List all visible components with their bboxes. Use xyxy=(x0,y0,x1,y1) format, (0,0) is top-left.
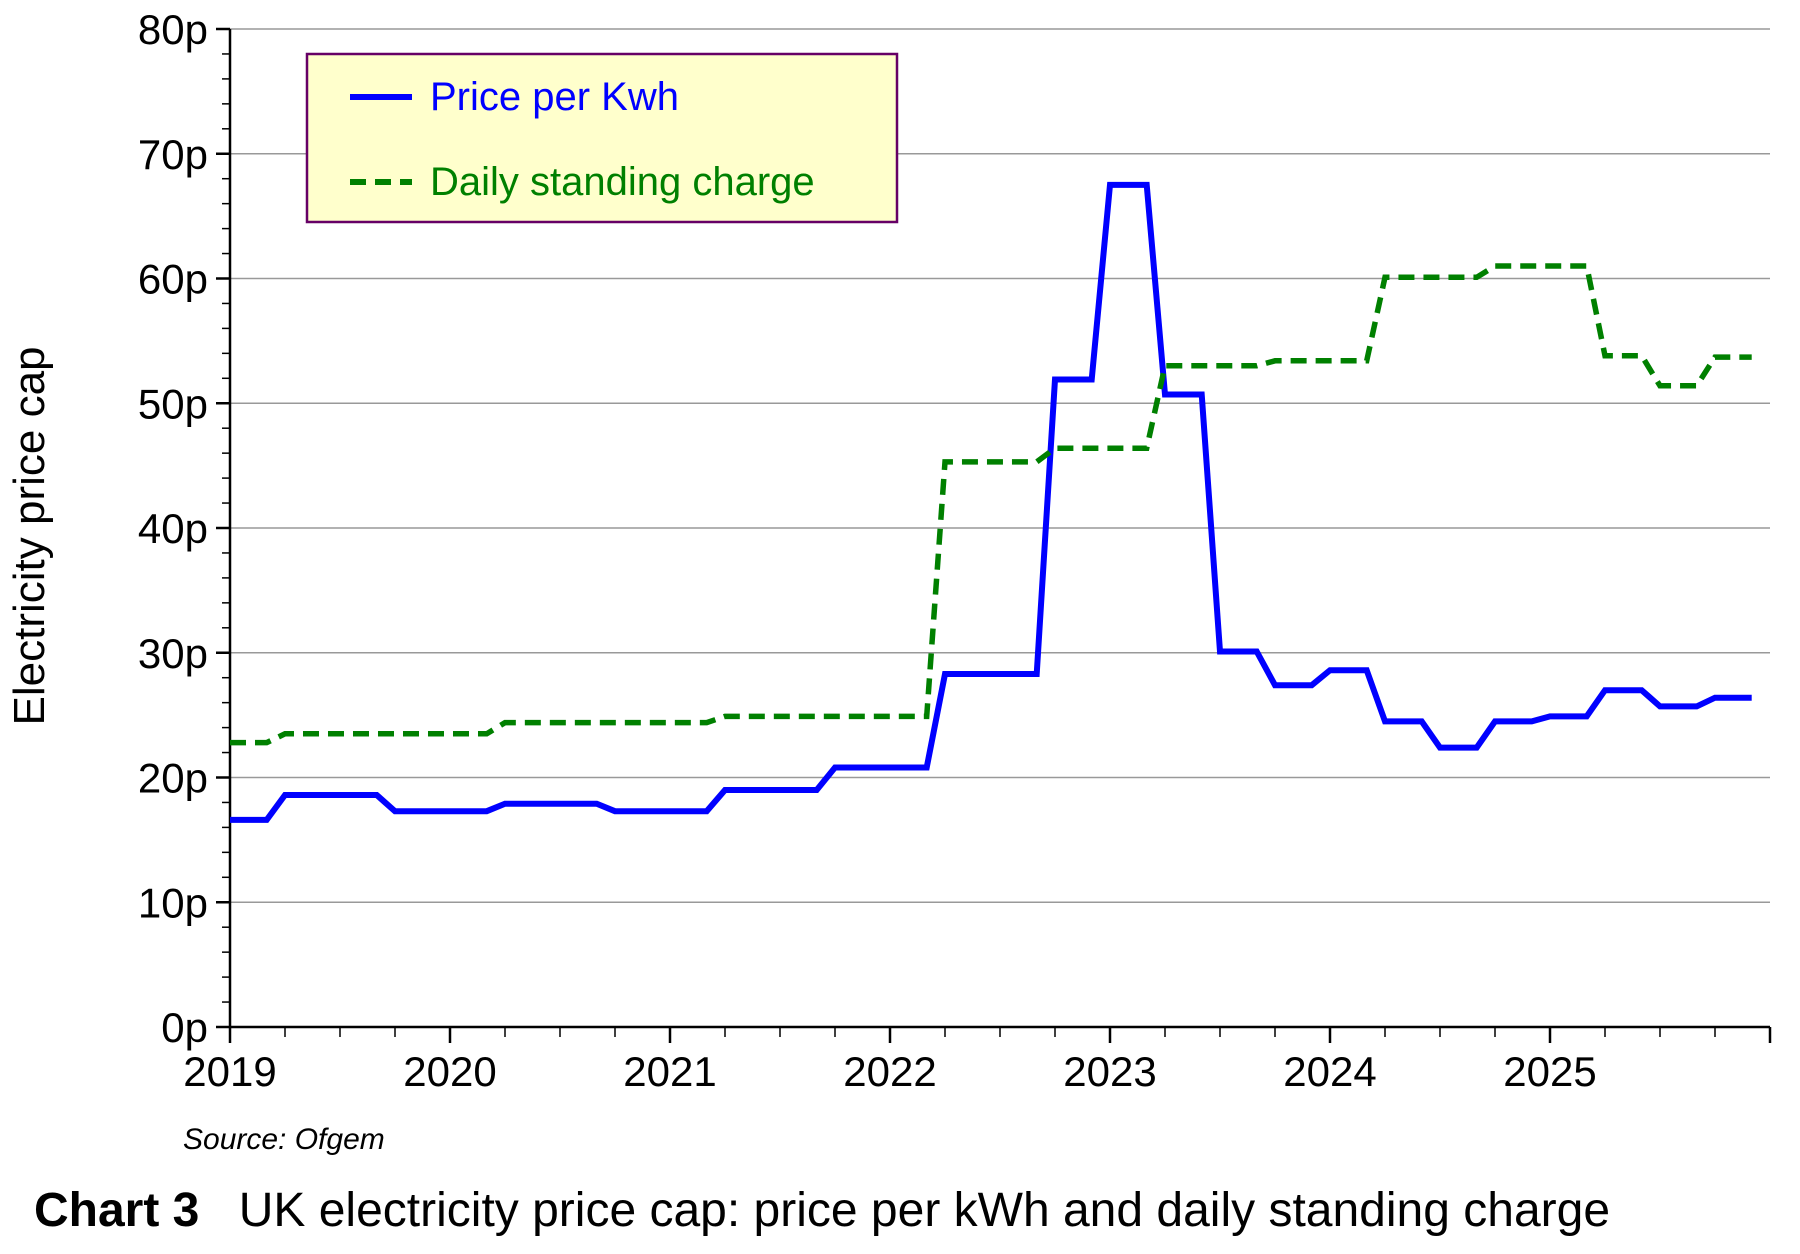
x-tick-label: 2020 xyxy=(403,1048,496,1095)
y-tick-label: 10p xyxy=(138,879,208,926)
legend: Price per Kwh Daily standing charge xyxy=(305,52,899,224)
x-tick-label: 2024 xyxy=(1283,1048,1376,1095)
caption-label: Chart 3 xyxy=(34,1184,199,1237)
x-tick-label: 2019 xyxy=(183,1048,276,1095)
series-line-daily-standing-charge xyxy=(230,263,1752,746)
legend-box xyxy=(305,52,899,224)
y-tick-label: 80p xyxy=(138,6,208,53)
y-tick-label: 0p xyxy=(161,1004,208,1051)
y-tick-label: 20p xyxy=(138,755,208,802)
axes: 0p 10p 20p 30p 40p 50p 60p 70p 80p 2019 2020 2021 20… xyxy=(138,6,1772,1095)
y-tick-label: 70p xyxy=(138,131,208,178)
y-tick-label: 50p xyxy=(138,380,208,427)
y-tick-label: 40p xyxy=(138,505,208,552)
legend-label-standing: Daily standing charge xyxy=(430,160,815,204)
legend-label-price: Price per Kwh xyxy=(430,75,679,119)
series-lines xyxy=(230,181,1752,823)
caption-text: UK electricity price cap: price per kWh … xyxy=(239,1184,1610,1237)
y-tick-label: 30p xyxy=(138,630,208,677)
source-note: Source: Ofgem xyxy=(183,1123,385,1156)
y-tick-label: 60p xyxy=(138,256,208,303)
y-axis-label: Electricity price cap xyxy=(5,346,54,725)
chart-caption: Chart 3 UK electricity price cap: price … xyxy=(34,1184,1610,1237)
x-tick-label: 2025 xyxy=(1503,1048,1596,1095)
x-tick-label: 2021 xyxy=(623,1048,716,1095)
series-line-price-per-kwh xyxy=(230,181,1752,823)
x-tick-label: 2022 xyxy=(843,1048,936,1095)
x-tick-label: 2023 xyxy=(1063,1048,1156,1095)
